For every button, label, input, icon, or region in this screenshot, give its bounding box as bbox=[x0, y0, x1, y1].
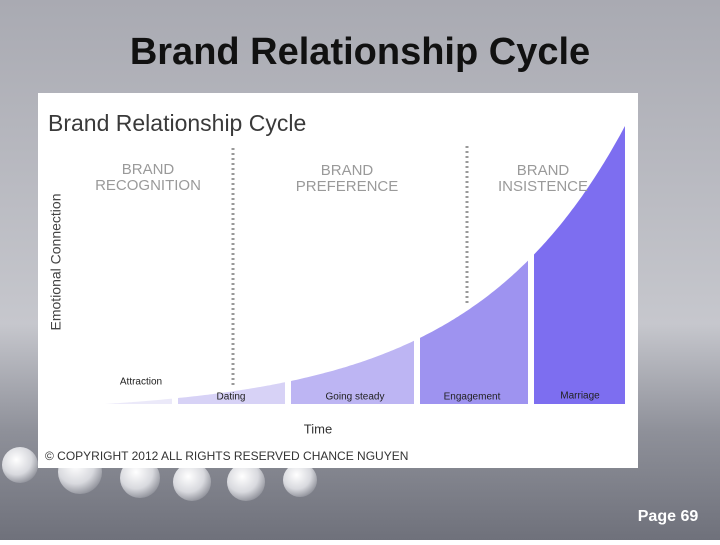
phase-label: RECOGNITION bbox=[95, 177, 201, 194]
phase-label: BRAND bbox=[122, 161, 175, 178]
stage-label: Marriage bbox=[560, 391, 600, 402]
phase-label: INSISTENCE bbox=[498, 178, 588, 195]
page-number: Page 69 bbox=[638, 508, 699, 525]
stage-label: Going steady bbox=[326, 392, 385, 403]
curve-segment bbox=[105, 398, 172, 404]
phase-label: PREFERENCE bbox=[296, 178, 399, 195]
stage-label: Dating bbox=[217, 392, 246, 403]
curve-segment bbox=[420, 260, 528, 404]
phase-label: BRAND bbox=[517, 162, 570, 179]
figure-title: Brand Relationship Cycle bbox=[48, 110, 306, 136]
curve bbox=[105, 126, 625, 404]
curve-segment bbox=[291, 340, 414, 404]
y-axis-label: Emotional Connection bbox=[48, 194, 64, 331]
stage-label: Attraction bbox=[120, 377, 162, 388]
slide-title: Brand Relationship Cycle bbox=[130, 31, 590, 73]
x-axis-label: Time bbox=[304, 421, 332, 436]
stage-label: Engagement bbox=[444, 392, 501, 403]
copyright: © COPYRIGHT 2012 ALL RIGHTS RESERVED CHA… bbox=[45, 449, 408, 463]
phase-label: BRAND bbox=[321, 162, 374, 179]
curve-segment bbox=[534, 126, 625, 404]
curve-segment bbox=[178, 382, 285, 404]
